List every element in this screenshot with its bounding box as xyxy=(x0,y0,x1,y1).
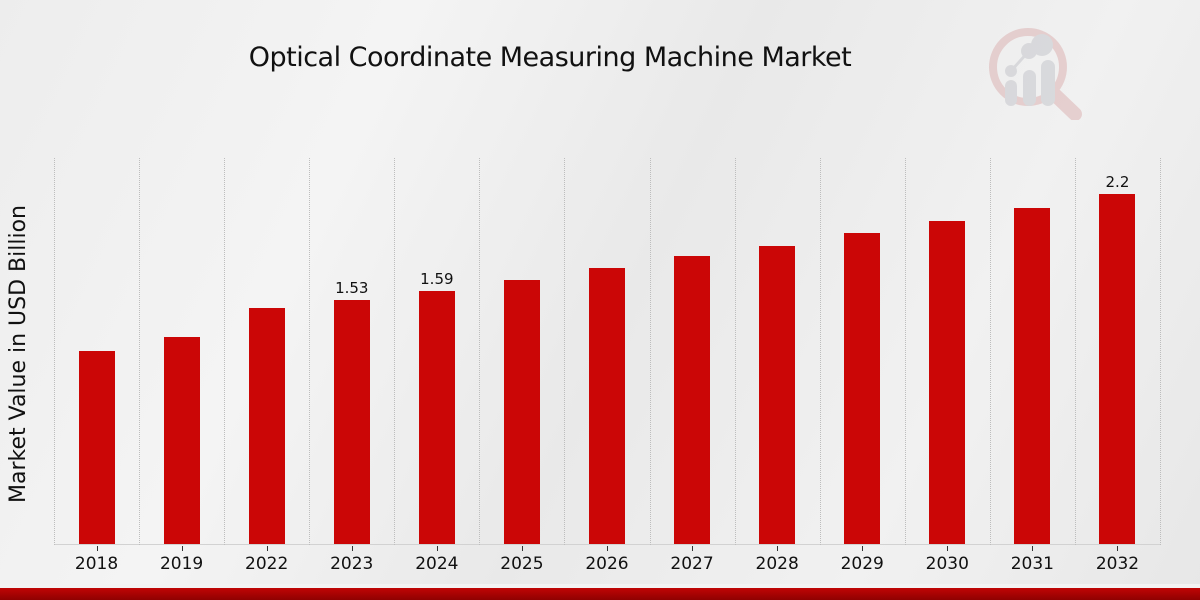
bar-2030 xyxy=(929,221,966,544)
x-axis-tick xyxy=(436,546,438,551)
x-axis-tick xyxy=(777,546,779,551)
footer-divider xyxy=(0,584,1200,588)
bar-2032 xyxy=(1099,194,1136,544)
x-axis-tick xyxy=(1117,546,1119,551)
x-tick-label-2027: 2027 xyxy=(670,554,714,574)
x-tick-label-2031: 2031 xyxy=(1010,554,1054,574)
x-tick-label-2018: 2018 xyxy=(74,554,119,574)
gridline xyxy=(989,158,991,545)
gridline xyxy=(224,158,226,545)
bar-2026 xyxy=(589,268,625,544)
bar-2031 xyxy=(1014,208,1051,544)
bar-2023 xyxy=(333,300,370,544)
bar-value-label-2023: 1.53 xyxy=(335,279,369,297)
bar-2019 xyxy=(163,337,200,544)
x-axis-tick xyxy=(521,546,523,551)
gridline xyxy=(1074,158,1076,545)
x-tick-label-2030: 2030 xyxy=(925,554,969,574)
gridline xyxy=(904,158,906,545)
x-tick-label-2022: 2022 xyxy=(245,554,289,574)
x-axis-tick xyxy=(862,546,864,551)
bar-2028 xyxy=(759,246,796,544)
gridline xyxy=(649,158,651,545)
magnifier-icon xyxy=(989,28,1082,120)
x-axis-tick xyxy=(692,546,694,551)
x-axis-tick xyxy=(351,546,353,551)
bar-2027 xyxy=(674,256,711,544)
y-axis-label: Market Value in USD Billion xyxy=(6,204,31,504)
gridline xyxy=(479,158,481,545)
x-axis-tick xyxy=(1032,546,1034,551)
bar-chart: 1.53 1.59 2.2 2018 2019 2022 2023 2024 2025 2026… xyxy=(54,158,1161,578)
x-tick-label-2019: 2019 xyxy=(159,554,204,574)
gridline xyxy=(309,158,311,545)
x-tick-label-2023: 2023 xyxy=(330,554,374,574)
bar-2025 xyxy=(503,280,540,544)
bar-value-label-2024: 1.59 xyxy=(420,270,454,288)
bar-2029 xyxy=(844,233,881,544)
gridline xyxy=(734,158,736,545)
x-axis-tick xyxy=(181,546,183,551)
x-tick-label-2028: 2028 xyxy=(755,554,799,574)
chart-title: Optical Coordinate Measuring Machine Mar… xyxy=(248,42,852,73)
footer-accent-band xyxy=(0,588,1200,600)
x-tick-label-2032: 2032 xyxy=(1095,554,1140,574)
gridline xyxy=(1160,158,1161,545)
plot-area: 1.53 1.59 2.2 xyxy=(54,158,1161,545)
x-tick-label-2029: 2029 xyxy=(840,554,884,574)
mrfr-logo-watermark xyxy=(989,28,1082,120)
x-axis-tick xyxy=(607,546,608,551)
x-axis-tick xyxy=(947,546,949,551)
gridline xyxy=(564,158,566,545)
x-tick-label-2024: 2024 xyxy=(415,554,459,574)
x-axis-tick xyxy=(266,546,268,551)
bar-2024 xyxy=(418,291,455,544)
x-tick-label-2026: 2026 xyxy=(585,554,629,574)
gridline xyxy=(819,158,821,545)
bar-chart-icon xyxy=(1005,34,1055,106)
bar-value-label-2032: 2.2 xyxy=(1105,173,1130,191)
gridline xyxy=(54,158,55,545)
gridline xyxy=(139,158,141,545)
bar-2022 xyxy=(248,308,285,544)
gridline xyxy=(394,158,396,545)
bar-2018 xyxy=(78,351,115,544)
x-axis-tick xyxy=(96,546,98,551)
x-tick-label-2025: 2025 xyxy=(500,554,544,574)
